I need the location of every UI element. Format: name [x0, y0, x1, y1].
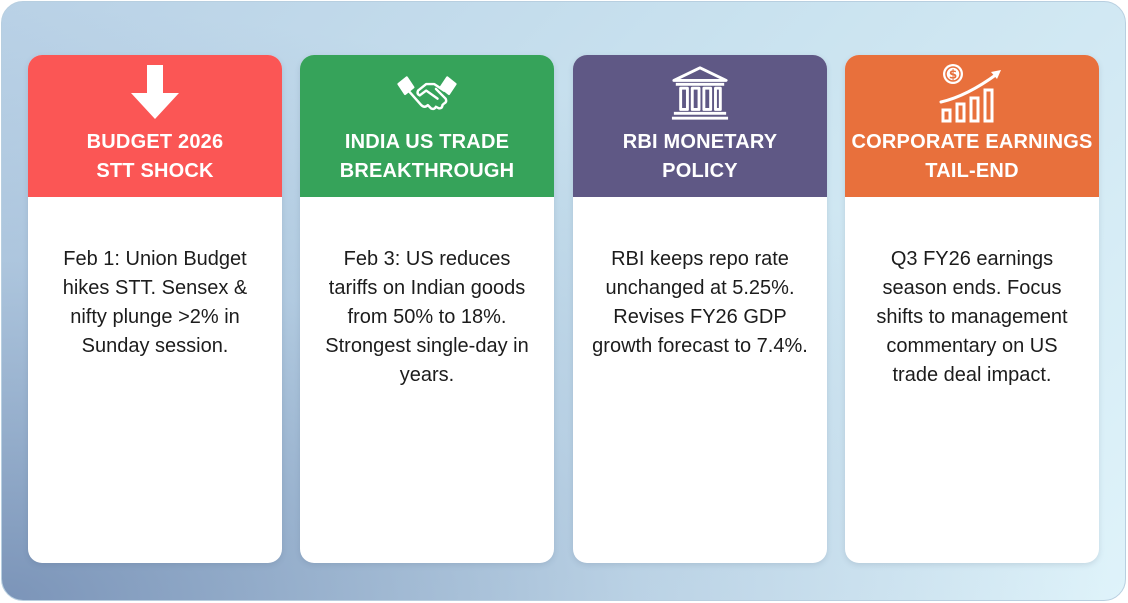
svg-text:$: $ [949, 68, 957, 82]
card-title: CORPORATE EARNINGS TAIL-END [851, 131, 1093, 182]
card-budget-2026: BUDGET 2026 STT SHOCK Feb 1: Union Budge… [28, 55, 282, 563]
card-header: $ CORPORATE EARNINGS TAIL-END [845, 55, 1099, 197]
card-title: INDIA US TRADE BREAKTHROUGH [339, 131, 515, 182]
card-header: BUDGET 2026 STT SHOCK [28, 55, 282, 197]
card-title: RBI MONETARY POLICY [622, 131, 778, 182]
card-india-us-trade: INDIA US TRADE BREAKTHROUGH Feb 3: US re… [300, 55, 554, 563]
card-rbi-monetary-policy: RBI MONETARY POLICY RBI keeps repo rate … [573, 55, 827, 563]
earnings-growth-icon: $ [937, 63, 1007, 123]
bank-icon [670, 63, 730, 123]
card-description: RBI keeps repo rate unchanged at 5.25%. … [592, 248, 808, 357]
card-title: BUDGET 2026 STT SHOCK [86, 131, 224, 182]
card-header: RBI MONETARY POLICY [573, 55, 827, 197]
handshake-icon [397, 63, 457, 123]
card-description: Q3 FY26 earnings season ends. Focus shif… [876, 248, 1068, 386]
card-description: Feb 3: US reduces tariffs on Indian good… [325, 248, 529, 386]
arrow-down-icon [125, 63, 185, 123]
card-header: INDIA US TRADE BREAKTHROUGH [300, 55, 554, 197]
card-corporate-earnings: $ CORPORATE EARNINGS TAIL-END Q3 FY26 ea… [845, 55, 1099, 563]
card-description: Feb 1: Union Budget hikes STT. Sensex & … [62, 248, 248, 357]
